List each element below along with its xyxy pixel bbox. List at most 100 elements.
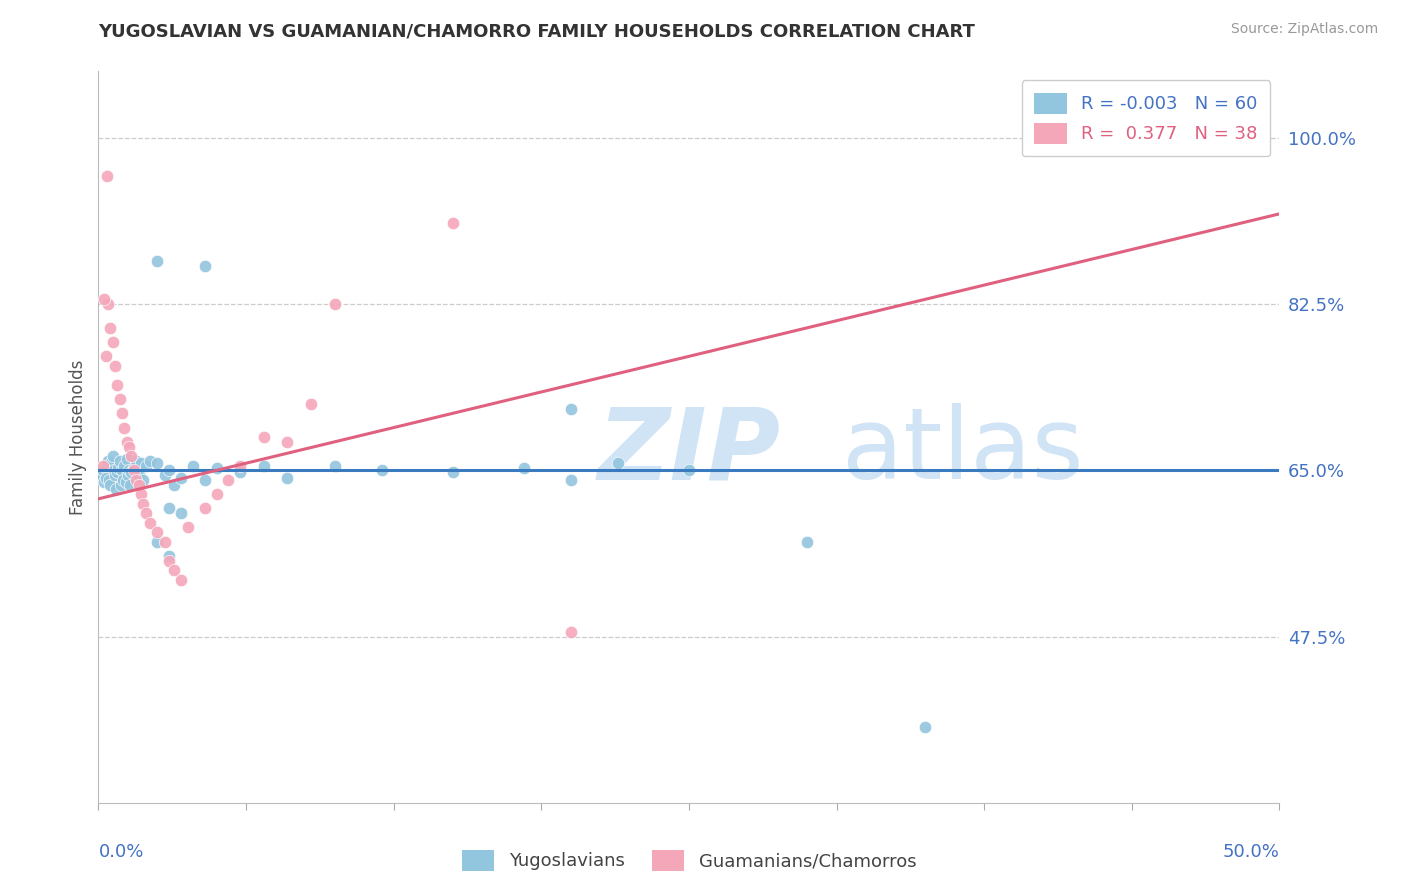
Point: [118, 463, 141, 477]
Point: [121, 465, 143, 479]
Point: [276, 471, 298, 485]
Point: [177, 520, 200, 534]
Point: [117, 468, 139, 483]
Point: [170, 573, 193, 587]
Point: [101, 449, 124, 463]
Text: atlas: atlas: [842, 403, 1084, 500]
Point: [194, 501, 217, 516]
Point: [120, 477, 142, 491]
Point: [96, 169, 118, 183]
Point: [229, 458, 252, 473]
Point: [104, 468, 127, 483]
Point: [94, 471, 117, 485]
Text: 50.0%: 50.0%: [1223, 843, 1279, 861]
Point: [128, 468, 150, 483]
Point: [560, 473, 582, 487]
Point: [129, 456, 152, 470]
Point: [98, 321, 121, 335]
Legend: Yugoslavians, Guamanians/Chamorros: Yugoslavians, Guamanians/Chamorros: [454, 843, 924, 878]
Point: [128, 477, 150, 491]
Point: [91, 463, 114, 477]
Point: [132, 473, 155, 487]
Point: [93, 293, 115, 307]
Point: [323, 458, 346, 473]
Point: [153, 534, 176, 549]
Point: [560, 624, 582, 639]
Point: [157, 501, 180, 516]
Point: [229, 465, 252, 479]
Point: [146, 524, 169, 539]
Point: [441, 465, 464, 479]
Text: Source: ZipAtlas.com: Source: ZipAtlas.com: [1230, 22, 1378, 37]
Point: [194, 473, 217, 487]
Point: [105, 483, 128, 497]
Point: [139, 516, 162, 530]
Point: [93, 475, 115, 489]
Point: [146, 254, 169, 268]
Point: [105, 465, 128, 479]
Point: [157, 553, 180, 567]
Point: [607, 456, 630, 470]
Point: [91, 458, 114, 473]
Point: [796, 534, 818, 549]
Point: [157, 549, 180, 563]
Point: [97, 297, 120, 311]
Point: [98, 477, 121, 491]
Point: [122, 463, 145, 477]
Point: [153, 468, 176, 483]
Point: [129, 487, 152, 501]
Point: [371, 463, 394, 477]
Point: [441, 216, 464, 230]
Point: [108, 392, 131, 406]
Point: [132, 497, 155, 511]
Point: [125, 473, 148, 487]
Point: [205, 487, 228, 501]
Point: [101, 335, 124, 350]
Point: [323, 297, 346, 311]
Point: [118, 440, 141, 454]
Point: [276, 434, 298, 449]
Y-axis label: Family Households: Family Households: [69, 359, 87, 515]
Point: [253, 430, 276, 444]
Point: [114, 475, 136, 489]
Point: [122, 461, 145, 475]
Point: [98, 473, 121, 487]
Point: [112, 473, 135, 487]
Point: [135, 506, 157, 520]
Point: [205, 461, 228, 475]
Point: [107, 461, 129, 475]
Point: [125, 454, 148, 468]
Point: [111, 406, 134, 420]
Point: [110, 477, 132, 491]
Point: [105, 377, 128, 392]
Point: [299, 397, 322, 411]
Point: [560, 401, 582, 416]
Point: [91, 468, 114, 483]
Text: 0.0%: 0.0%: [98, 843, 143, 861]
Point: [678, 463, 700, 477]
Point: [170, 506, 193, 520]
Point: [512, 461, 534, 475]
Point: [163, 563, 186, 577]
Point: [115, 434, 138, 449]
Point: [135, 458, 157, 473]
Point: [112, 420, 135, 434]
Point: [146, 456, 169, 470]
Point: [115, 451, 138, 466]
Point: [181, 458, 204, 473]
Point: [100, 456, 122, 470]
Point: [103, 463, 125, 477]
Point: [96, 458, 118, 473]
Point: [94, 349, 117, 363]
Point: [146, 534, 169, 549]
Point: [104, 359, 127, 373]
Point: [914, 720, 936, 734]
Point: [170, 471, 193, 485]
Point: [253, 458, 276, 473]
Text: YUGOSLAVIAN VS GUAMANIAN/CHAMORRO FAMILY HOUSEHOLDS CORRELATION CHART: YUGOSLAVIAN VS GUAMANIAN/CHAMORRO FAMILY…: [98, 22, 976, 40]
Point: [112, 458, 135, 473]
Point: [217, 473, 239, 487]
Point: [163, 477, 186, 491]
Point: [121, 449, 143, 463]
Point: [111, 463, 134, 477]
